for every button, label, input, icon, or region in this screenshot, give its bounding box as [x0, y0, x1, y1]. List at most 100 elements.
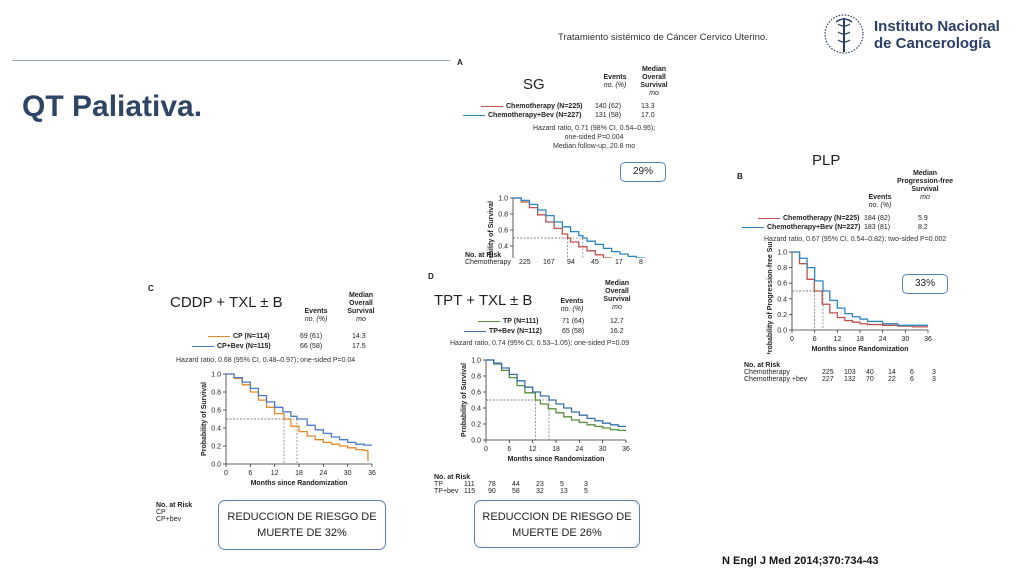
- y-tick-label: 0.4: [211, 426, 221, 433]
- x-tick-label: 12: [529, 446, 537, 453]
- hazard-ratio-annotation: Hazard ratio, 0.67 (95% CI, 0.54–0.82); …: [764, 236, 947, 243]
- risk-row: TP+bev 115 90 58 32 13 5: [434, 488, 608, 495]
- legend-entry: Chemotherapy (N=225): [758, 215, 859, 222]
- y-tick-label: 0.2: [211, 444, 221, 451]
- risk-reduction-box: REDUCCION DE RIESGO DE MUERTE DE 26%: [474, 500, 640, 548]
- y-tick-label: 0.8: [498, 212, 508, 219]
- risk-cell: 17: [615, 259, 623, 266]
- events-header-label: Events: [868, 194, 892, 201]
- caduceus-icon: [824, 14, 864, 54]
- callout-badge: 33%: [902, 274, 948, 294]
- risk-title: No. at Risk: [465, 252, 502, 259]
- km-curve: [792, 251, 928, 326]
- risk-cell: 225: [822, 369, 834, 376]
- legend-entry: TP (N=111): [478, 318, 538, 325]
- risk-cell: 3: [932, 376, 936, 383]
- legend-events: 131 (58): [595, 112, 622, 119]
- risk-label: TP+bev: [434, 488, 459, 495]
- risk-title: No. at Risk: [744, 362, 781, 369]
- risk-cell: 45: [591, 259, 599, 266]
- events-header: Events no. (%): [595, 74, 635, 90]
- risk-row: Chemotherapy 225 103 40 14 6 3: [744, 369, 954, 376]
- median-header: Median Overall Survival mo: [594, 280, 640, 312]
- y-tick-label: 0.6: [777, 281, 787, 288]
- institution-logo: [822, 10, 1012, 58]
- legend-median: 12.7: [610, 318, 624, 325]
- median-header-unit: mo: [612, 304, 622, 311]
- x-tick-label: 6: [507, 446, 511, 453]
- events-header-label: Events: [304, 308, 328, 315]
- events-header-unit: no. (%): [560, 306, 584, 313]
- legend-entry: Chemotherapy+Bev (N=227): [742, 224, 860, 231]
- median-header: Median Progression-free Survival mo: [894, 170, 956, 202]
- y-tick-label: 0.8: [471, 374, 481, 381]
- risk-cell: 225: [519, 259, 531, 266]
- panel-title: CDDP + TXL ± B: [170, 294, 283, 311]
- legend-events: 69 (61): [300, 333, 323, 340]
- risk-cell: 132: [844, 376, 856, 383]
- risk-cell: 6: [910, 376, 914, 383]
- x-axis-label: Months since Randomization: [812, 346, 909, 353]
- y-tick-label: 0.6: [498, 228, 508, 235]
- legend-entry: TP+Bev (N=112): [464, 328, 542, 335]
- risk-cell: 22: [888, 376, 896, 383]
- y-tick-label: 0.8: [211, 390, 221, 397]
- legend-entry: Chemotherapy+Bev (N=227): [463, 112, 581, 119]
- x-tick-label: 36: [368, 470, 376, 477]
- hazard-ratio-annotation: Hazard ratio, 0.68 (95% CI, 0.48–0.97); …: [176, 357, 356, 364]
- y-tick-label: 0.2: [471, 422, 481, 429]
- km-curve: [513, 197, 613, 258]
- x-tick-label: 30: [901, 336, 909, 343]
- median-header-label: Median Overall Survival: [347, 292, 375, 315]
- panel-d: D TPT + TXL ± B Events no. (%) Median Ove…: [424, 270, 664, 510]
- km-curve: [486, 359, 626, 432]
- events-header-label: Events: [603, 74, 627, 81]
- km-curve: [513, 197, 646, 258]
- y-tick-label: 0.4: [777, 296, 787, 303]
- events-header: Events no. (%): [552, 298, 592, 314]
- median-header-unit: mo: [649, 90, 659, 97]
- legend-median: 17.0: [641, 112, 655, 119]
- hazard-ratio-annotation: Hazard ratio, 0.74 (95% CI, 0.53–1.05); …: [450, 340, 630, 347]
- risk-cell: 70: [866, 376, 874, 383]
- y-tick-label: 0.6: [471, 390, 481, 397]
- risk-cell: 115: [464, 488, 476, 495]
- km-curve: [226, 373, 369, 462]
- median-header-label: Median Progression-free Survival: [896, 170, 954, 193]
- risk-table: No. at Risk TP 111 78 44 23 5 3 TP+bev 1…: [434, 474, 608, 495]
- legend-events: 140 (62): [595, 103, 622, 110]
- median-header-label: Median Overall Survival: [640, 66, 668, 89]
- legend-median: 14.3: [352, 333, 366, 340]
- x-tick-label: 30: [344, 470, 352, 477]
- risk-row: TP 111 78 44 23 5 3: [434, 481, 608, 488]
- x-tick-label: 18: [552, 446, 560, 453]
- y-tick-label: 0.8: [777, 265, 787, 272]
- y-tick-label: 0.4: [471, 406, 481, 413]
- risk-cell: 3: [584, 481, 588, 488]
- risk-rows: Chemotherapy 225 103 40 14 6 3 Chemother…: [744, 369, 954, 383]
- events-header-label: Events: [560, 298, 584, 305]
- x-tick-label: 0: [484, 446, 488, 453]
- legend-events: 183 (81): [864, 224, 891, 231]
- y-tick-label: 0.2: [777, 312, 787, 319]
- panel-title: PLP: [812, 152, 841, 169]
- legend-events: 71 (64): [562, 318, 585, 325]
- legend-events: 66 (58): [300, 343, 323, 350]
- risk-cell: 111: [464, 481, 475, 488]
- risk-cell: 5: [584, 488, 588, 495]
- y-tick-label: 0.6: [211, 408, 221, 415]
- events-header: Events no. (%): [860, 194, 900, 210]
- risk-cell: 14: [888, 369, 896, 376]
- panel-label: A: [457, 58, 463, 67]
- y-tick-label: 1.0: [211, 372, 221, 379]
- x-tick-label: 36: [622, 446, 630, 453]
- annotation-line: Hazard ratio, 0.71 (98% CI, 0.54–0.95);: [533, 125, 656, 132]
- median-header: Median Overall Survival mo: [338, 292, 384, 324]
- x-axis-label: Months since Randomization: [508, 456, 605, 463]
- panel-a: A SG Events no. (%) Median Overall Surviv…: [455, 58, 685, 273]
- risk-label: Chemotherapy: [465, 259, 511, 266]
- y-axis-label: Probability of Progression-free Survival: [767, 242, 774, 354]
- km-curve: [486, 359, 626, 428]
